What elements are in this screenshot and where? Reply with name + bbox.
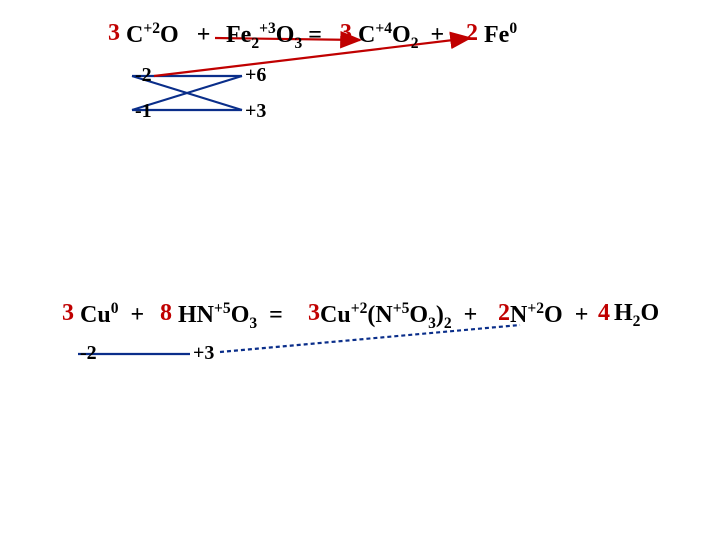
formula-fragment: 2	[498, 300, 510, 327]
arrow-layer	[0, 0, 720, 540]
formula-fragment: -2	[135, 64, 152, 87]
formula-fragment: -1	[135, 100, 152, 123]
chemistry-diagram: 3 C+2O + Fe2+3O3 = 3 C+4O2 + 2 Fe0 -2 +6 -1…	[0, 0, 720, 540]
formula-fragment: Fe2+3O3 =	[220, 20, 322, 53]
formula-fragment: 3	[334, 20, 352, 47]
formula-fragment: -2	[80, 342, 97, 365]
formula-fragment: 3	[62, 300, 74, 327]
formula-fragment: +6	[245, 64, 266, 87]
formula-fragment: 8	[160, 300, 172, 327]
formula-fragment: 3	[308, 300, 320, 327]
formula-fragment: +3	[245, 100, 266, 123]
formula-fragment: +3	[193, 342, 214, 365]
formula-fragment: Fe0	[484, 20, 517, 49]
formula-fragment: 4	[598, 300, 610, 327]
formula-fragment: N+2O +	[510, 300, 594, 329]
formula-fragment: HN+5O3 =	[178, 300, 295, 333]
formula-fragment: 2	[460, 20, 478, 47]
formula-fragment: 3	[108, 20, 120, 47]
formula-fragment: H2O	[614, 300, 659, 331]
formula-fragment: C+4O2 +	[358, 20, 444, 53]
formula-fragment: Cu0 +	[80, 300, 150, 329]
formula-fragment: C+2O +	[126, 20, 210, 49]
formula-fragment: Cu+2(N+5O3)2 +	[320, 300, 483, 333]
